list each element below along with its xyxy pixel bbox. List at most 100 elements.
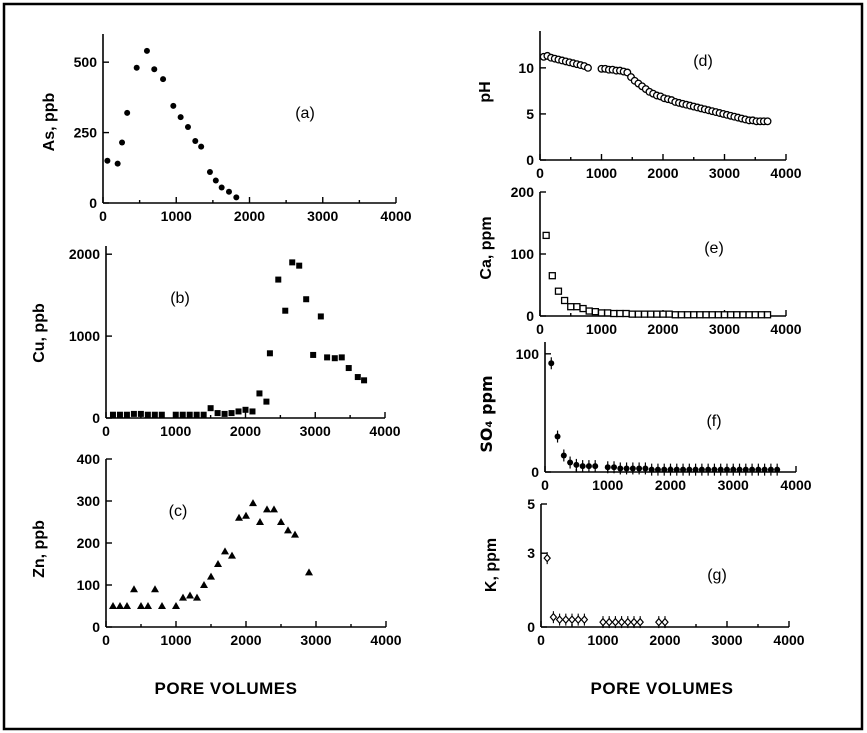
x-tick-label: 1000 xyxy=(160,423,191,439)
x-tick-label: 2000 xyxy=(647,165,678,181)
panel-letter: (e) xyxy=(704,240,724,257)
data-point xyxy=(109,602,117,609)
y-tick-label: 250 xyxy=(74,125,98,141)
data-point xyxy=(659,310,667,318)
data-point xyxy=(221,547,229,555)
data-point xyxy=(542,231,550,240)
data-point xyxy=(727,311,735,319)
data-point xyxy=(200,411,207,418)
data-point xyxy=(568,615,576,625)
data-point xyxy=(143,47,150,54)
x-tick-label: 0 xyxy=(99,208,107,224)
data-point xyxy=(310,351,317,358)
data-point xyxy=(331,355,338,362)
data-point xyxy=(206,169,213,176)
data-point xyxy=(144,602,152,609)
data-point xyxy=(622,309,630,318)
data-point xyxy=(560,452,567,459)
data-point xyxy=(717,466,724,473)
data-point xyxy=(640,310,649,318)
panel-b-cu: 0 1000 2000 3000 4000 0 1000 2000 Cu, ppb (b) xyxy=(31,246,401,439)
data-point xyxy=(116,602,124,609)
data-point xyxy=(742,466,749,473)
data-point xyxy=(214,410,221,417)
y-tick-label: 0 xyxy=(526,152,534,168)
data-point xyxy=(653,310,661,318)
data-point xyxy=(354,374,361,381)
data-point xyxy=(751,311,759,319)
y-axis-label: Cu, ppb xyxy=(31,303,48,363)
data-point xyxy=(317,313,324,320)
x-tick-label: 4000 xyxy=(380,208,411,224)
data-point xyxy=(655,617,663,627)
data-point xyxy=(567,459,574,466)
data-point xyxy=(677,311,686,319)
data-point xyxy=(263,398,270,405)
y-axis-label: SO₄ ppm xyxy=(477,375,496,452)
data-point xyxy=(554,433,561,440)
data-point xyxy=(702,311,710,319)
data-point xyxy=(124,109,131,116)
x-tick-label: 3000 xyxy=(300,632,331,648)
data-point xyxy=(763,311,772,319)
data-point xyxy=(123,411,130,418)
data-point xyxy=(158,602,166,609)
y-tick-label: 0 xyxy=(527,619,535,635)
data-point xyxy=(774,466,781,473)
data-point xyxy=(137,410,144,417)
panel-letter: (f) xyxy=(706,413,721,430)
data-point xyxy=(119,139,126,146)
data-point xyxy=(749,466,756,473)
data-point xyxy=(723,466,730,473)
data-point xyxy=(549,612,558,622)
data-point xyxy=(207,572,215,580)
data-point xyxy=(170,102,177,109)
data-point xyxy=(266,350,273,357)
data-point xyxy=(629,465,636,472)
x-tick-label: 0 xyxy=(536,165,544,181)
y-tick-label: 5 xyxy=(527,496,535,512)
panel-g-k: 0 1000 2000 3000 4000 0 3 5 K, ppm (g) xyxy=(483,496,805,648)
data-point xyxy=(130,410,137,417)
x-tick-label: 2000 xyxy=(647,321,678,337)
y-tick-label: 10 xyxy=(518,60,534,76)
data-point xyxy=(186,591,194,599)
x-tick-label: 3000 xyxy=(300,423,331,439)
data-point xyxy=(585,307,593,315)
data-point xyxy=(221,410,228,417)
data-point xyxy=(761,466,768,473)
x-tick-label: 3000 xyxy=(718,477,749,493)
x-axis-title-left: PORE VOLUMES xyxy=(155,679,298,698)
data-point xyxy=(573,303,581,311)
data-point xyxy=(277,518,285,525)
data-point xyxy=(123,602,131,609)
x-tick-label: 3000 xyxy=(307,208,338,224)
data-point xyxy=(597,309,606,317)
data-point xyxy=(705,466,712,473)
x-tick-label: 1000 xyxy=(161,208,192,224)
y-tick-label: 0 xyxy=(526,308,534,324)
data-point xyxy=(151,66,158,73)
data-point xyxy=(543,553,551,563)
data-point xyxy=(104,157,111,164)
x-tick-label: 3000 xyxy=(709,165,740,181)
data-point xyxy=(214,560,222,567)
y-tick-label: 200 xyxy=(511,184,535,200)
data-point xyxy=(616,309,624,318)
data-point xyxy=(228,410,235,417)
y-tick-label: 3 xyxy=(527,545,535,561)
y-tick-label: 100 xyxy=(516,346,540,362)
data-point xyxy=(757,311,766,319)
panel-e-ca: 0 1000 2000 3000 4000 0 100 200 Ca, ppm (e) xyxy=(478,184,802,337)
x-tick-label: 4000 xyxy=(369,423,400,439)
data-point xyxy=(235,513,243,521)
panel-d-ph: 0 1000 2000 3000 4000 0 5 10 pH (d) xyxy=(477,31,802,181)
data-point xyxy=(270,505,278,513)
data-point xyxy=(560,296,569,305)
data-point xyxy=(109,411,116,418)
data-point xyxy=(179,411,186,418)
data-point xyxy=(186,411,193,418)
x-tick-label: 0 xyxy=(541,477,549,493)
data-point xyxy=(137,602,145,609)
data-point xyxy=(671,311,679,319)
